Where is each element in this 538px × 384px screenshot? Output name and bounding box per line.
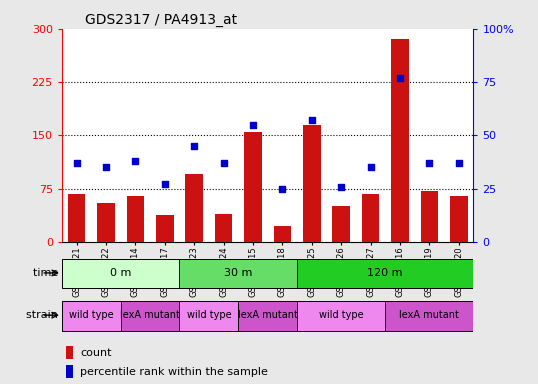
Text: GDS2317 / PA4913_at: GDS2317 / PA4913_at — [86, 13, 237, 27]
Bar — [297, 259, 473, 288]
Text: 120 m: 120 m — [367, 268, 403, 278]
Bar — [215, 214, 232, 242]
Text: count: count — [80, 348, 112, 358]
Bar — [156, 215, 174, 242]
Point — [190, 143, 199, 149]
Point — [425, 160, 434, 166]
Bar — [180, 259, 297, 288]
Point — [395, 75, 404, 81]
Bar — [66, 365, 73, 378]
Point — [102, 164, 110, 170]
Bar — [68, 194, 86, 242]
Bar — [180, 301, 238, 331]
Bar — [97, 203, 115, 242]
Point — [307, 118, 316, 124]
Point — [249, 122, 257, 128]
Text: 0 m: 0 m — [110, 268, 131, 278]
Bar — [62, 301, 121, 331]
Text: wild type: wild type — [69, 310, 114, 320]
Bar — [297, 301, 385, 331]
Bar — [66, 346, 73, 359]
Point — [131, 158, 140, 164]
Text: percentile rank within the sample: percentile rank within the sample — [80, 367, 268, 377]
Text: lexA mutant: lexA mutant — [120, 310, 180, 320]
Bar — [273, 226, 291, 242]
Bar — [62, 259, 180, 288]
Bar — [362, 194, 379, 242]
Text: lexA mutant: lexA mutant — [238, 310, 298, 320]
Point — [455, 160, 463, 166]
Point — [72, 160, 81, 166]
Bar — [421, 191, 438, 242]
Text: lexA mutant: lexA mutant — [399, 310, 459, 320]
Bar — [391, 40, 409, 242]
Text: time: time — [33, 268, 62, 278]
Bar — [385, 301, 473, 331]
Bar — [185, 174, 203, 242]
Bar — [332, 207, 350, 242]
Text: wild type: wild type — [319, 310, 364, 320]
Text: wild type: wild type — [187, 310, 231, 320]
Text: 30 m: 30 m — [224, 268, 252, 278]
Bar — [450, 196, 468, 242]
Point — [160, 181, 169, 187]
Point — [278, 185, 287, 192]
Point — [220, 160, 228, 166]
Text: strain: strain — [26, 310, 62, 320]
Point — [366, 164, 375, 170]
Bar — [121, 301, 180, 331]
Bar — [244, 132, 262, 242]
Bar — [238, 301, 297, 331]
Bar — [303, 125, 321, 242]
Bar — [126, 196, 144, 242]
Point — [337, 184, 345, 190]
